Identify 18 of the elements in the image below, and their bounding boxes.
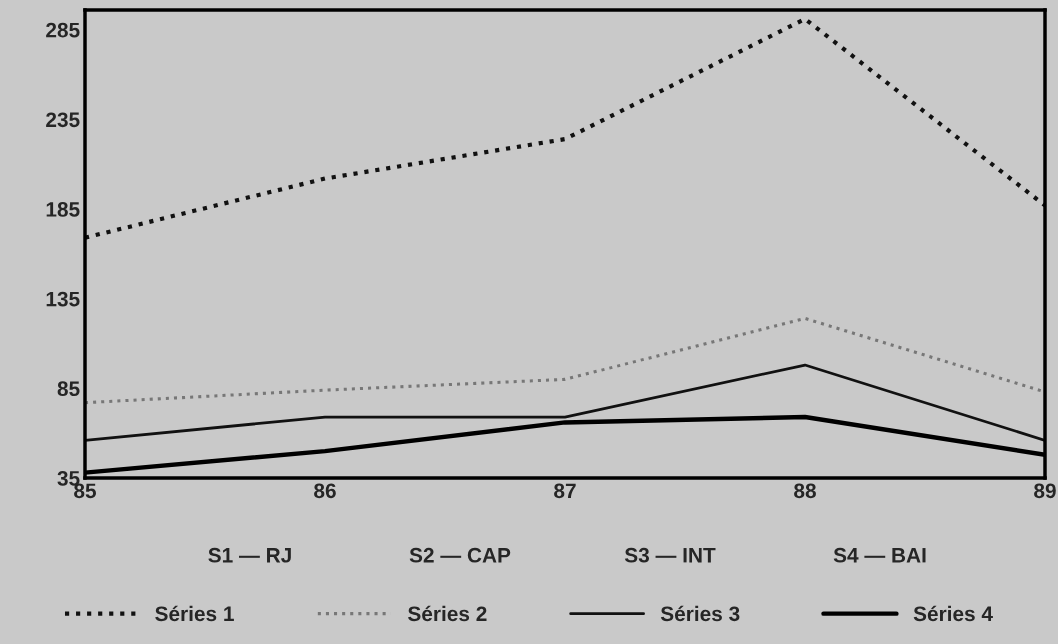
x-tick-label: 87 xyxy=(554,483,576,499)
y-tick-label: 285 xyxy=(46,22,80,38)
y-tick-label: 85 xyxy=(57,381,80,397)
legend-label: Séries 3 xyxy=(660,605,740,622)
text: S1 — RJ xyxy=(208,547,291,563)
text: S3 — INT xyxy=(624,547,716,563)
x-tick-label: 88 xyxy=(794,483,816,499)
x-tick-label: 86 xyxy=(314,483,336,499)
legend-label: Séries 4 xyxy=(913,605,993,622)
text: S2 — CAP xyxy=(409,547,511,563)
text: S4 — BAI xyxy=(833,547,926,563)
y-tick-label: 235 xyxy=(46,112,80,128)
y-tick-label: 185 xyxy=(46,202,80,217)
line-series xyxy=(85,16,1045,240)
y-tick-label: 135 xyxy=(46,291,80,307)
legend-label: Séries 2 xyxy=(408,605,487,622)
legend-label: Séries 1 xyxy=(155,605,234,622)
x-tick-label: 89 xyxy=(1034,483,1056,499)
